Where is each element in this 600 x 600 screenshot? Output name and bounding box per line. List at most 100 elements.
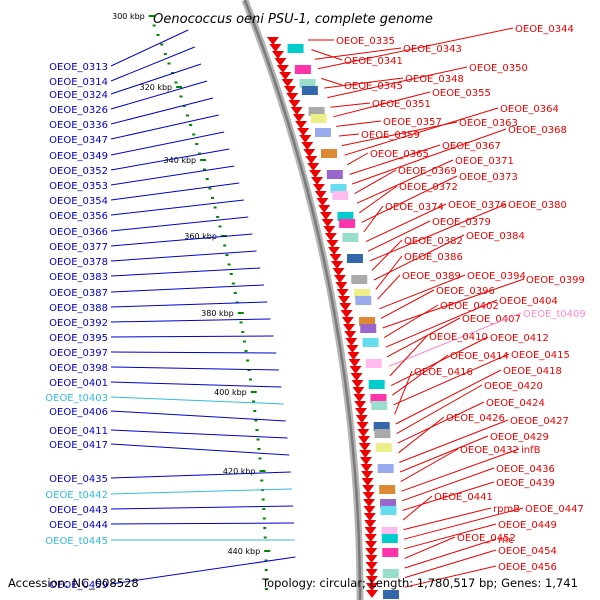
gene-block [299,79,316,88]
right-gene-label: OEOE_0368 [508,125,567,136]
right-gene-label: OEOE_0376 [448,200,507,211]
left-gene-connector [110,522,295,525]
scale-tick-label: 320 kbp [140,83,173,92]
right-gene-connector [404,523,497,550]
right-gene-label: OEOE_0335 [336,36,395,47]
gene-block [308,107,325,116]
forward-gene-arrow [271,51,284,59]
right-gene-connector [375,255,403,290]
right-gene-label: infB [521,445,541,456]
gene-block [287,44,304,53]
left-gene-connector [110,556,296,585]
forward-gene-arrow [331,261,344,269]
left-gene-label: OEOE_0398 [49,363,108,374]
gene-block [371,401,388,410]
gene-block [382,569,399,578]
left-gene-label: OEOE_0377 [49,242,108,253]
accession-text: Accession: NC_008528 [8,576,139,590]
right-gene-connector [399,435,489,473]
right-gene-connector [404,565,497,588]
gene-block [379,485,396,494]
left-gene-connector [110,301,268,308]
right-gene-label: OEOE_0418 [503,366,562,377]
left-gene-connector [110,114,219,140]
right-gene-connector [388,312,522,367]
left-gene-connector [110,29,189,67]
right-gene-connector [396,384,483,435]
right-gene-label: OEOE_0436 [496,464,555,475]
right-gene-connector [371,239,403,271]
forward-gene-arrow [348,359,361,367]
right-gene-label: OEOE_0429 [490,432,549,443]
gene-block [310,114,327,123]
right-gene-connector [321,77,343,86]
right-gene-label: OEOE_0399 [526,275,585,286]
forward-gene-arrow [365,562,378,570]
forward-gene-arrow [361,471,374,479]
forward-gene-arrow [340,310,353,318]
gene-block [375,443,392,452]
gene-block [326,170,343,179]
right-gene-connector [403,507,524,540]
scale-tick-label: 440 kbp [228,547,261,556]
right-gene-connector [399,419,509,463]
left-gene-label: OEOE_0387 [49,288,108,299]
right-gene-label: OEOE_0416 [414,367,473,378]
right-gene-label: OEOE_0420 [484,381,543,392]
forward-gene-arrow [286,93,299,101]
forward-gene-arrow [365,541,378,549]
forward-gene-arrow [311,177,324,185]
left-gene-label: OEOE_0349 [49,151,108,162]
forward-gene-arrow [362,485,375,493]
left-gene-label: OEOE_0356 [49,211,108,222]
right-gene-label: OEOE_0384 [466,231,525,242]
forward-gene-arrow [326,240,339,248]
left-gene-label: OEOE_0347 [49,135,108,146]
forward-gene-arrow [363,513,376,521]
forward-gene-arrow [359,457,372,465]
forward-gene-arrow [301,142,314,150]
forward-gene-arrow [309,170,322,178]
left-gene-label: OEOE_0392 [49,318,108,329]
forward-gene-arrow [358,443,371,451]
right-gene-connector [400,448,459,483]
right-gene-label: OEOE_0386 [404,252,463,263]
gene-block [365,359,382,368]
right-gene-label: OEOE_0415 [511,350,570,361]
right-gene-label: OEOE_0380 [508,200,567,211]
scale-tick-label: 300 kbp [112,12,145,21]
right-gene-connector [349,144,441,175]
forward-gene-arrow [323,226,336,234]
forward-gene-arrow [343,324,356,332]
left-gene-connector [110,396,284,405]
left-gene-connector [110,165,235,186]
forward-gene-arrow [321,219,334,227]
right-gene-label: OEOE_0427 [510,416,569,427]
forward-gene-arrow [338,296,351,304]
forward-gene-arrow [363,506,376,514]
right-gene-label: OEOE_0439 [496,478,555,489]
forward-gene-arrow [365,590,378,598]
gene-block [377,464,394,473]
left-gene-label: OEOE_t0442 [45,490,108,501]
forward-gene-arrow [359,450,372,458]
left-gene-connector [110,199,244,216]
left-gene-label: OEOE_0324 [49,90,108,101]
right-gene-connector [404,536,456,559]
gene-block [362,338,379,347]
right-gene-connector [324,77,404,89]
gene-block [360,324,377,333]
right-gene-label: OEOE_0371 [455,156,514,167]
forward-gene-arrow [303,149,316,157]
forward-gene-arrow [356,422,369,430]
right-gene-connector [389,335,428,377]
right-gene-connector [336,120,382,127]
right-gene-label: OEOE_0345 [344,81,403,92]
gene-block [381,527,398,536]
forward-gene-arrow [314,191,327,199]
gene-block [373,422,390,431]
left-gene-label: OEOE_0366 [49,227,108,238]
left-gene-connector [110,233,253,247]
left-gene-label: OEOE_0383 [49,272,108,283]
gene-block [337,212,354,221]
